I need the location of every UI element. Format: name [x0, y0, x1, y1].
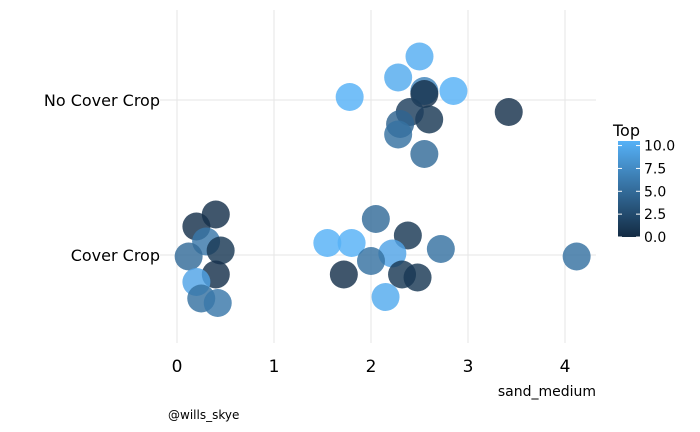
legend-tick-label: 5.0 [644, 184, 666, 200]
data-point [426, 235, 455, 263]
x-tick-label: 1 [269, 357, 280, 377]
axes-layer: 0 1 2 3 4 Cover Crop No Cover Crop [44, 91, 571, 377]
legend: Top 10.0 7.5 5.0 2.5 0.0 [612, 121, 675, 246]
data-point [439, 77, 468, 105]
data-point [361, 205, 390, 233]
data-point [313, 229, 342, 257]
x-tick-label: 4 [560, 357, 571, 377]
x-tick-label: 2 [366, 357, 377, 377]
data-point [378, 239, 407, 268]
legend-tick-label: 2.5 [644, 207, 666, 223]
legend-title: Top [612, 121, 640, 140]
data-point [335, 83, 364, 111]
data-point [337, 229, 366, 257]
data-point [494, 98, 523, 126]
data-point [203, 289, 232, 317]
data-point [174, 242, 203, 271]
legend-tick-label: 10.0 [644, 139, 675, 155]
legend-ticks: 10.0 7.5 5.0 2.5 0.0 [618, 139, 675, 246]
data-point [562, 242, 591, 271]
x-tick-label: 0 [172, 357, 183, 377]
data-point [371, 283, 400, 311]
data-point [410, 140, 439, 168]
x-axis-title: sand_medium [498, 384, 596, 400]
caption: @wills_skye [168, 408, 239, 422]
data-point [206, 236, 235, 265]
y-tick-label: No Cover Crop [44, 91, 160, 110]
y-tick-label: Cover Crop [71, 246, 160, 265]
legend-tick-label: 0.0 [644, 230, 666, 246]
data-point [384, 120, 413, 149]
points-layer [174, 42, 591, 317]
legend-tick-label: 7.5 [644, 161, 666, 177]
data-point [403, 263, 432, 292]
data-point [329, 260, 358, 289]
data-point [384, 63, 413, 92]
x-tick-label: 3 [463, 357, 474, 377]
data-point [405, 42, 434, 71]
data-point [357, 247, 385, 275]
legend-colorbar [618, 141, 640, 237]
